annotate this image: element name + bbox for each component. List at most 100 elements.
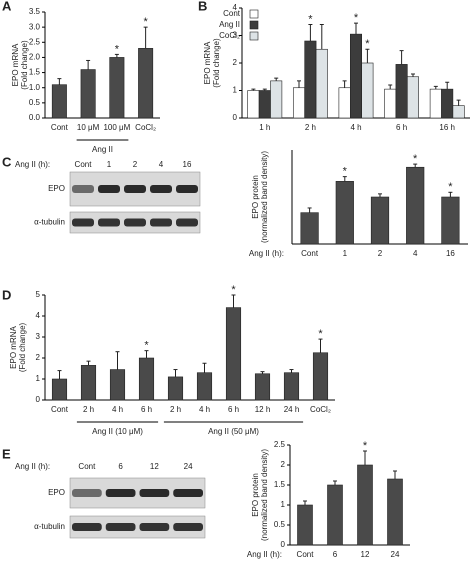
y-axis-label: EPO mRNA [11, 43, 20, 86]
significance-mark: * [115, 43, 120, 55]
y-tick-label: 0 [36, 395, 41, 404]
y-tick-label: 4 [36, 311, 41, 320]
y-tick-label: 1 [233, 86, 238, 95]
bar [335, 181, 354, 245]
blot-band [124, 185, 146, 193]
x-prefix: Ang II (h): [249, 249, 284, 258]
x-tick-label: 2 h [83, 405, 94, 414]
blot-band [98, 185, 120, 193]
legend-label: Ang II [219, 20, 240, 29]
bar [304, 40, 317, 119]
significance-mark: * [365, 38, 370, 50]
bar [327, 484, 343, 546]
legend-label: CoCl₂ [219, 31, 240, 40]
lane-label: 2 [133, 160, 138, 169]
group-label: Ang II [92, 145, 113, 154]
bar [196, 372, 213, 401]
y-tick-label: 3 [233, 31, 238, 40]
significance-mark: * [343, 166, 348, 178]
bar [297, 504, 313, 546]
lane-label: 6 [118, 462, 123, 471]
y-tick-label: 0 [233, 113, 238, 122]
bar [349, 33, 362, 119]
x-tick-label: 2 h [170, 405, 181, 414]
legend-swatch [249, 20, 259, 30]
bar [167, 376, 184, 401]
bar [138, 357, 155, 401]
lane-label: Cont [78, 462, 96, 471]
bar [254, 373, 271, 401]
significance-mark: * [143, 16, 148, 28]
x-tick-label: 4 h [112, 405, 123, 414]
significance-mark: * [231, 284, 236, 296]
x-tick-label: 4 [413, 249, 418, 258]
lane-label: 1 [107, 160, 112, 169]
bar [312, 352, 329, 401]
blot-band [173, 489, 203, 497]
blot-band [72, 489, 102, 497]
y-axis-label: EPO protein [251, 473, 260, 517]
x-tick-label: 6 [333, 550, 338, 559]
bar [384, 88, 397, 119]
y-tick-label: 2.0 [29, 53, 41, 62]
x-tick-label: 16 [446, 249, 455, 258]
x-tick-label: CoCl₂ [135, 123, 156, 132]
panel-letter: C [2, 154, 12, 169]
x-tick-label: 2 h [305, 123, 316, 132]
bar [406, 166, 425, 245]
bar [109, 57, 125, 119]
panel-letter: D [2, 287, 11, 302]
y-axis-label: (Fold change) [20, 40, 29, 90]
y-tick-label: 0.5 [274, 520, 286, 529]
bar [80, 365, 97, 401]
bar [138, 48, 154, 119]
bar [429, 88, 442, 119]
bar [225, 307, 242, 401]
blot-band [72, 218, 94, 227]
x-tick-label: 1 h [259, 123, 270, 132]
blot-row-label: α-tubulin [34, 218, 65, 227]
y-tick-label: 0.5 [29, 98, 41, 107]
y-tick-label: 1 [281, 500, 286, 509]
y-tick-label: 0 [281, 540, 286, 549]
group-label: Ang II (10 μM) [92, 427, 143, 436]
y-tick-label: 2 [233, 58, 238, 67]
blot-row-label: EPO [48, 184, 65, 193]
x-tick-label: 10 μM [77, 123, 100, 132]
lane-label: 24 [184, 462, 193, 471]
bar [247, 90, 260, 119]
bar [109, 369, 126, 401]
blot-band [105, 523, 136, 531]
bar [80, 69, 96, 119]
bar [361, 62, 374, 119]
y-tick-label: 5 [36, 290, 41, 299]
bar [357, 464, 373, 546]
y-axis-label: (normalized band density) [260, 151, 269, 243]
significance-mark: * [413, 153, 418, 165]
lane-label: 12 [150, 462, 159, 471]
y-tick-label: 3.5 [29, 7, 41, 16]
bar [300, 212, 319, 245]
blot-band [124, 218, 146, 227]
y-tick-label: 1.5 [29, 68, 41, 77]
bar [370, 196, 390, 245]
blot-row-label: α-tubulin [34, 522, 65, 531]
x-tick-label: Cont [51, 123, 69, 132]
blot-band [150, 218, 172, 227]
y-axis-label: (Fold change) [18, 322, 27, 372]
y-tick-label: 2.5 [29, 37, 41, 46]
significance-mark: * [448, 181, 453, 193]
y-tick-label: 4 [233, 3, 238, 12]
bar [441, 88, 454, 119]
group-label: Ang II (50 μM) [208, 427, 259, 436]
lane-label: 16 [183, 160, 192, 169]
x-tick-label: 2 [378, 249, 383, 258]
bar [406, 76, 419, 119]
y-tick-label: 1.0 [29, 83, 41, 92]
blot-band [173, 523, 203, 531]
x-tick-label: 1 [343, 249, 348, 258]
y-tick-label: 2 [281, 460, 286, 469]
blot-band [176, 218, 198, 227]
y-axis-label: EPO mRNA [9, 326, 18, 369]
x-tick-label: 24 h [284, 405, 300, 414]
